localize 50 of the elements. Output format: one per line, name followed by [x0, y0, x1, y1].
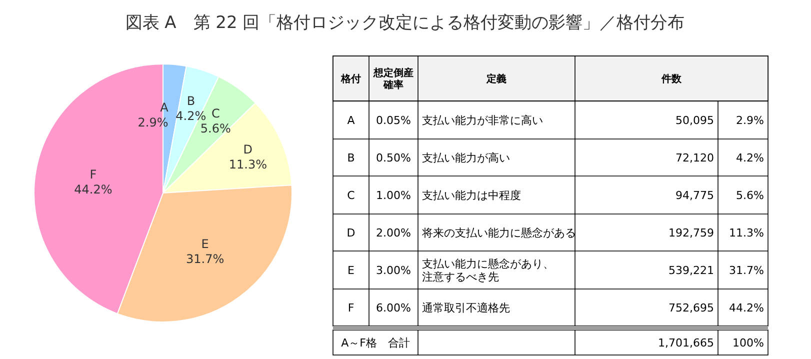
text: 件数	[660, 73, 682, 85]
text: C	[347, 188, 356, 202]
text: 2.00%	[376, 226, 411, 240]
text: 6.00%	[376, 301, 411, 314]
text: A	[347, 114, 356, 127]
text: 0.50%	[376, 151, 411, 164]
text: 0.05%	[376, 114, 411, 127]
text: 支払い能力が非常に高い	[422, 114, 543, 127]
text: A～F格 合計	[341, 336, 410, 350]
text: F	[348, 301, 354, 314]
slice-label: D	[243, 142, 253, 156]
text: 支払い能力に懸念があり、注意するべき先	[422, 257, 554, 284]
data-label: 31.7%	[186, 252, 224, 266]
text: 格付	[340, 73, 361, 85]
data-label: 5.6%	[200, 122, 231, 136]
data-label: 11.3%	[228, 157, 267, 172]
slice-label: E	[201, 237, 209, 252]
text: 支払い能力が高い	[422, 151, 510, 164]
text: 想定倒産確率	[372, 67, 414, 91]
text: 図表 A 第 22 回「格付ロジック改定による格付変動の影響」／格付分布	[125, 13, 685, 33]
text: 4.2%	[736, 151, 764, 164]
data-label: 2.9%	[138, 115, 168, 130]
slice-label: F	[90, 167, 97, 182]
text: 44.2%	[729, 301, 764, 314]
text: 定義	[486, 73, 506, 85]
text: 通常取引不適格先	[422, 301, 510, 314]
text: 1.00%	[376, 188, 411, 202]
text: 5.6%	[736, 188, 764, 202]
text: 100%	[732, 336, 764, 350]
text: 72,120	[676, 151, 714, 164]
text: 11.3%	[729, 226, 764, 240]
slice-label: B	[186, 94, 196, 108]
text: 1,701,665	[658, 336, 714, 350]
text: 94,775	[676, 188, 714, 202]
text: 31.7%	[729, 264, 764, 277]
text: D	[346, 226, 356, 240]
text: 将来の支払い能力に懸念がある	[421, 226, 576, 240]
data-label: 4.2%	[176, 109, 206, 124]
text: 2.9%	[736, 114, 764, 127]
text: 3.00%	[376, 264, 411, 277]
text: 192,759	[668, 226, 714, 240]
text: B	[347, 151, 355, 164]
slice-label: C	[211, 106, 220, 121]
text: 752,695	[668, 301, 714, 314]
text: 支払い能力は中程度	[422, 188, 521, 202]
text: 539,221	[668, 264, 714, 277]
text: 50,095	[676, 114, 714, 127]
text: E	[348, 264, 355, 277]
data-label: 44.2%	[74, 182, 112, 196]
slice-label: A	[160, 100, 170, 114]
